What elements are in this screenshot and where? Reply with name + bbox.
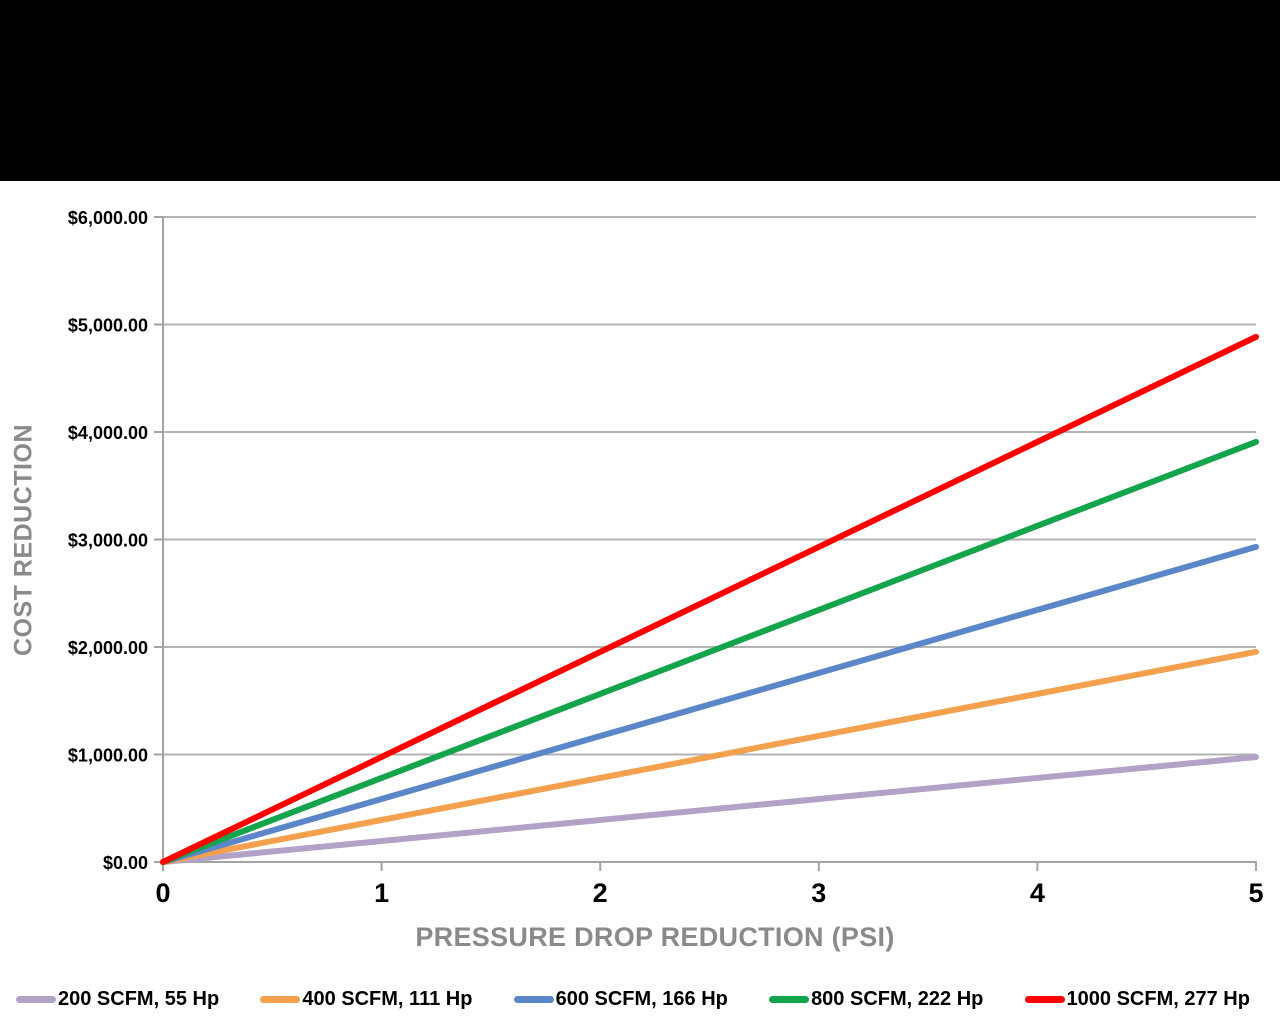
y-tick-label: $3,000.00 (68, 531, 148, 551)
legend: 200 SCFM, 55 Hp 400 SCFM, 111 Hp 600 SCFM,… (16, 984, 1250, 1014)
legend-item: 400 SCFM, 111 Hp (260, 988, 472, 1011)
series-line (160, 333, 1259, 865)
y-tick-label: $5,000.00 (68, 316, 148, 336)
series-line (160, 753, 1259, 865)
y-tick-label: $1,000.00 (68, 746, 148, 766)
legend-label: 200 SCFM, 55 Hp (58, 987, 220, 1010)
legend-line-swatch-icon (16, 995, 56, 1003)
legend-label: 1000 SCFM, 277 Hp (1066, 987, 1250, 1010)
x-tick-label: 4 (1030, 878, 1045, 908)
y-tick-label: $6,000.00 (68, 208, 148, 228)
y-tick-label: $0.00 (103, 853, 148, 873)
x-axis-title: PRESSURE DROP REDUCTION (PSI) (415, 922, 895, 952)
legend-item: 600 SCFM, 166 Hp (513, 987, 728, 1011)
legend-item: 800 SCFM, 222 Hp (769, 988, 983, 1011)
x-tick-label: 3 (811, 878, 826, 908)
legend-label: 600 SCFM, 166 Hp (555, 987, 728, 1010)
x-tick-label: 0 (155, 878, 170, 908)
legend-label: 800 SCFM, 222 Hp (811, 987, 984, 1010)
y-axis-title: COST REDUCTION (9, 424, 38, 656)
legend-line-swatch-icon (1024, 995, 1065, 1003)
series-line (160, 438, 1259, 865)
legend-label: 400 SCFM, 111 Hp (302, 987, 473, 1010)
y-tick-label: $2,000.00 (68, 638, 148, 658)
legend-line-swatch-icon (513, 995, 554, 1003)
legend-line-swatch-icon (769, 995, 810, 1003)
top-black-bar (0, 0, 1280, 181)
series-line (160, 648, 1259, 865)
x-tick-label: 5 (1248, 878, 1263, 908)
legend-line-swatch-icon (260, 995, 301, 1003)
y-tick-label: $4,000.00 (68, 423, 148, 443)
x-tick-label: 2 (593, 878, 608, 908)
x-tick-label: 1 (374, 878, 389, 908)
legend-item: 200 SCFM, 55 Hp (16, 988, 219, 1011)
series-line (160, 543, 1259, 865)
legend-item: 1000 SCFM, 277 Hp (1024, 987, 1250, 1011)
